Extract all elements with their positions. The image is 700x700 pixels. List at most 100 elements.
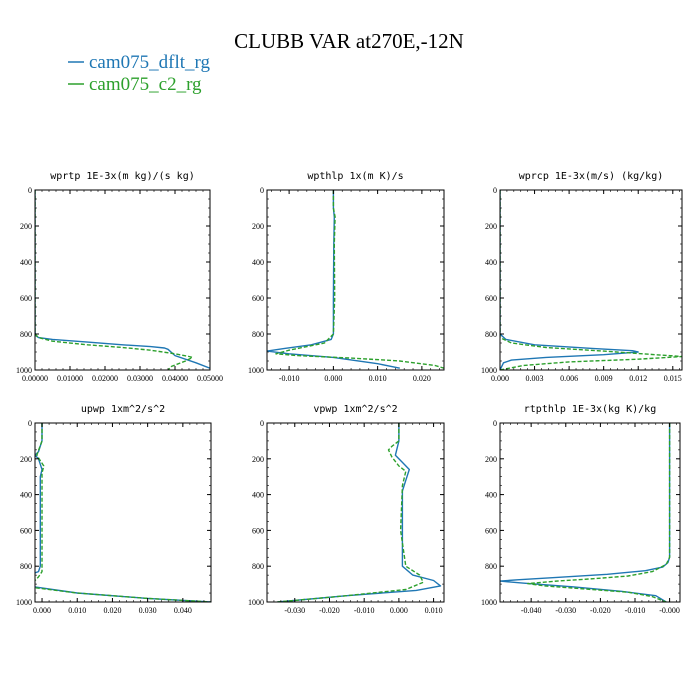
panel-5: vpwp 1xm^2/s^2 0 200 400 600 800 1000 -0.030 -0.… [248,404,445,615]
x-tick-label: -0.020 [590,606,611,615]
y-tick-label: 800 [20,330,32,339]
y-tick-label: 400 [252,491,264,500]
x-tick-label: 0.010 [425,606,443,615]
y-tick-label: 400 [485,258,497,267]
x-tick-label: 0.000 [491,374,509,383]
y-tick-label: 400 [20,258,32,267]
legend-label-dflt: cam075_dflt_rg [89,52,211,73]
legend: cam075_dflt_rg cam075_c2_rg [68,52,211,95]
x-tick-label: 0.012 [629,374,647,383]
y-tick-label: 1000 [16,366,32,375]
y-tick-label: 1000 [481,366,497,375]
series-line-c2 [500,190,682,370]
panel-title: vpwp 1xm^2/s^2 [313,404,397,415]
y-tick-label: 400 [20,491,32,500]
series-line-dflt [35,423,211,602]
panel-6: rtpthlp 1E-3x(kg K)/kg 0 200 400 600 800 1000 -… [481,404,681,615]
y-tick-label: 800 [252,562,264,571]
series-line-dflt [267,190,400,369]
x-tick-label: -0.000 [659,606,680,615]
x-tick-label: 0.020 [413,374,431,383]
y-tick-label: 200 [252,222,264,231]
y-tick-label: 200 [20,222,32,231]
series-line-c2 [35,423,211,602]
y-tick-label: 200 [252,455,264,464]
panel-title: wpthlp 1x(m K)/s [307,171,403,182]
y-tick-label: 0 [28,186,32,195]
y-tick-label: 600 [485,294,497,303]
x-tick-label: 0.040 [174,606,192,615]
y-tick-label: 600 [20,526,32,535]
y-tick-label: 1000 [248,366,264,375]
series-line-dflt [35,190,210,369]
x-tick-label: 0.04000 [162,374,188,383]
panel-2: wpthlp 1x(m K)/s 0 200 400 600 800 1000 -0.010 0… [248,171,445,383]
x-tick-label: 0.006 [560,374,578,383]
y-tick-label: 0 [493,419,497,428]
x-tick-label: 0.000 [33,606,51,615]
x-tick-label: -0.010 [625,606,646,615]
y-tick-label: 0 [493,186,497,195]
panel-1: wprtp 1E-3x(m kg)/(s kg) 0 200 400 600 800 100… [16,171,223,383]
x-tick-label: 0.02000 [92,374,118,383]
x-tick-label: 0.00000 [22,374,48,383]
series-line-c2 [35,190,194,370]
y-tick-label: 1000 [16,598,32,607]
x-tick-label: 0.05000 [197,374,223,383]
x-tick-label: 0.03000 [127,374,153,383]
panel-frame [34,189,211,371]
y-tick-label: 1000 [481,598,497,607]
x-tick-label: 0.003 [526,374,544,383]
y-tick-label: 0 [260,186,264,195]
y-tick-label: 0 [28,419,32,428]
panel-title: rtpthlp 1E-3x(kg K)/kg [524,404,656,415]
x-tick-label: 0.000 [390,606,408,615]
y-tick-label: 600 [20,294,32,303]
x-tick-label: 0.010 [68,606,86,615]
x-tick-label: 0.01000 [57,374,83,383]
y-tick-label: 800 [20,562,32,571]
y-tick-label: 1000 [248,598,264,607]
x-tick-label: -0.030 [284,606,305,615]
series-line-dflt [277,423,442,602]
x-tick-label: 0.020 [103,606,121,615]
y-tick-label: 200 [485,222,497,231]
y-tick-label: 200 [20,455,32,464]
x-tick-label: 0.000 [324,374,342,383]
panel-title: upwp 1xm^2/s^2 [81,404,165,415]
y-tick-label: 600 [252,526,264,535]
figure-title: CLUBB VAR at270E,-12N [234,29,464,53]
y-tick-label: 200 [485,455,497,464]
x-tick-label: -0.020 [319,606,340,615]
legend-label-c2: cam075_c2_rg [89,74,202,95]
series-line-dflt [500,423,671,602]
x-tick-label: 0.015 [664,374,682,383]
x-tick-label: -0.040 [521,606,542,615]
y-tick-label: 800 [485,562,497,571]
x-tick-label: 0.009 [595,374,613,383]
x-tick-label: -0.010 [279,374,300,383]
x-tick-label: -0.010 [354,606,375,615]
panel-title: wprtp 1E-3x(m kg)/(s kg) [50,171,195,182]
panel-title: wprcp 1E-3x(m/s) (kg/kg) [519,171,664,182]
panel-frame [266,189,445,371]
y-tick-label: 400 [485,491,497,500]
panel-3: wprcp 1E-3x(m/s) (kg/kg) 0 200 400 600 800 100… [481,171,683,383]
y-tick-label: 600 [485,526,497,535]
y-tick-label: 800 [252,330,264,339]
x-tick-label: -0.030 [555,606,576,615]
y-tick-label: 400 [252,258,264,267]
series-line-dflt [500,190,639,370]
panels: wprtp 1E-3x(m kg)/(s kg) 0 200 400 600 800 100… [16,171,683,615]
y-tick-label: 0 [260,419,264,428]
panel-frame [266,422,445,603]
x-tick-label: 0.010 [369,374,387,383]
series-line-c2 [275,190,444,369]
series-line-c2 [277,423,424,602]
y-tick-label: 800 [485,330,497,339]
y-tick-label: 600 [252,294,264,303]
panel-frame [34,422,212,603]
x-tick-label: 0.030 [139,606,157,615]
